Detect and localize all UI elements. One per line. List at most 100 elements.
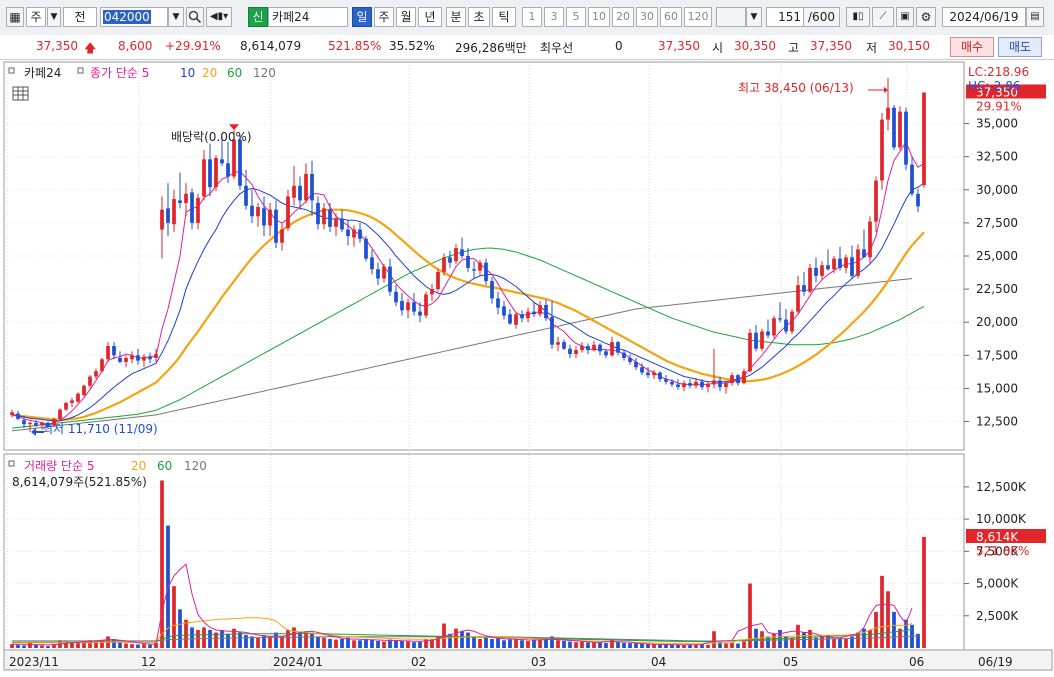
volume-bar [16,644,20,648]
minute-10-button[interactable]: 10 [588,7,610,27]
minute-3-button[interactable]: 3 [544,7,564,27]
volume-bar [490,638,494,648]
previous-button[interactable]: 전 [63,7,97,27]
buy-button[interactable]: 매수 [950,37,994,57]
chart-area[interactable]: 12,500 15,000 17,500 20,000 22,500 25,000 27,5… [0,60,1054,677]
volume-bar [370,639,374,648]
save-icon[interactable]: ▣ [896,7,914,27]
minute-5-button[interactable]: 5 [566,7,586,27]
volume-bar [460,631,464,648]
volume-bar [190,627,194,648]
period-year-button[interactable]: 년 [418,7,442,27]
candle-body [220,159,224,164]
volume-bar [904,619,908,648]
volume-bar [748,583,752,648]
candle-type-icon[interactable]: ▮▯ [846,7,870,27]
stock-code-input[interactable]: 042000 [100,7,168,27]
period-day-button[interactable]: 일 [352,7,372,27]
price-axis-label: 17,500 [976,348,1018,362]
date-input[interactable]: 2024/06/19 [942,7,1026,27]
volume-bar [46,646,50,648]
volume-bar [604,643,608,648]
volume-bar [310,632,314,648]
period-month-button[interactable]: 월 [396,7,416,27]
candle-body [130,355,134,360]
candle-body [670,381,674,385]
volume-bar [496,637,500,648]
volume-bar [646,644,650,648]
volume-bar [580,641,584,648]
volume-bar [844,638,848,648]
stock-name-field[interactable]: 카페24 [268,7,348,27]
interval-dropdown-icon[interactable]: ▼ [746,7,762,27]
volume-bar [874,611,878,648]
time-axis-frame [3,649,1053,671]
candle-body [532,311,536,315]
minute-30-button[interactable]: 30 [636,7,658,27]
volume-bar [118,642,122,648]
price-axis-label: 20,000 [976,315,1018,329]
candle-body [850,257,854,276]
legend-ma60: 60 [227,66,242,80]
candle-body [562,342,566,349]
type-selector[interactable]: 주 [26,7,46,27]
time-axis-label: 06 [909,655,924,669]
volume-bar [412,642,416,648]
minute-120-button[interactable]: 120 [684,7,712,27]
volume-axis-label: 12,500K [976,480,1027,494]
candle-body [22,420,26,425]
legend-box-icon [77,67,84,74]
period-tick-button[interactable]: 틱 [492,7,516,27]
volume-bar [358,640,362,648]
volume-bar [76,642,80,648]
candle-body [556,342,560,345]
volume-bar [160,480,164,648]
search-icon[interactable] [186,7,204,27]
speaker-icon[interactable]: ◀▮▾ [206,7,232,27]
volume-bar [568,641,572,648]
price-axis-label: 32,500 [976,150,1018,164]
volume-bar [238,632,242,648]
period-second-button[interactable]: 초 [468,7,490,27]
candle-body [376,269,380,279]
gear-icon[interactable]: ⚙ [916,7,936,27]
period-minute-button[interactable]: 분 [446,7,466,27]
period-week-button[interactable]: 주 [374,7,394,27]
volume-bar [772,633,776,648]
candle-body [502,306,506,316]
minute-1-button[interactable]: 1 [522,7,542,27]
volume-bar [448,633,452,648]
candle-body [634,361,638,368]
minute-20-button[interactable]: 20 [612,7,634,27]
sell-button[interactable]: 매도 [998,37,1042,57]
bar-count-input[interactable]: 151 [766,7,804,27]
volume-bar [610,638,614,648]
high-annotation: 최고 38,450 (06/13) [738,81,854,95]
candle-body [856,249,860,276]
custom-interval-field[interactable] [716,7,746,27]
volume-bar [286,629,290,648]
candle-body [160,209,164,230]
type-dropdown-icon[interactable]: ▼ [47,7,61,27]
table-icon[interactable] [12,86,29,101]
chart-canvas[interactable]: 12,500 15,000 17,500 20,000 22,500 25,000 27,5… [0,60,1054,677]
candle-body [214,158,218,188]
candle-body [808,267,812,292]
volume-bar [100,640,104,648]
candle-body [544,304,548,319]
volume-bar [640,643,644,648]
new-listing-badge: 신 [248,7,268,27]
minute-60-button[interactable]: 60 [660,7,682,27]
trend-line-icon[interactable]: ⟋ [872,7,894,27]
ma120-line [11,278,913,432]
volume-bar [250,636,254,648]
grid [4,62,964,670]
open-price: 30,350 [734,39,776,53]
high-marker-arrowhead [884,87,888,93]
candle-body [106,346,110,360]
candle-body [148,356,152,360]
window-menu-icon[interactable]: ▦ [6,7,24,27]
calendar-icon[interactable]: ▤ [1026,7,1044,27]
code-dropdown-icon[interactable]: ▼ [168,7,184,27]
